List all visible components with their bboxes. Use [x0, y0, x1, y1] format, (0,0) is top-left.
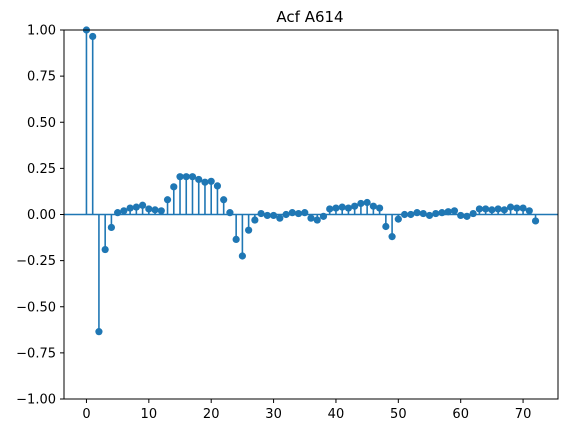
stem-marker [157, 207, 165, 215]
stem-marker [369, 202, 377, 210]
y-axis-ticks: 1.00 0.75 0.50 0.25 0.00 −0.25 −0.50 −0.75 −1.00 [16, 24, 64, 408]
stem-marker [506, 203, 515, 211]
stem-marker [126, 204, 134, 212]
stem-marker [394, 215, 402, 223]
stem-marker [432, 209, 440, 218]
stem-marker [207, 177, 215, 185]
stem-marker [107, 223, 116, 232]
y-tick-label: −0.75 [16, 346, 56, 361]
stem-marker [188, 173, 197, 181]
stem-marker [201, 178, 209, 186]
stem-marker [138, 201, 147, 209]
stem-marker [238, 252, 246, 260]
stem-marker [313, 216, 321, 224]
x-tick-label: 60 [452, 407, 469, 422]
stem-marker [407, 210, 415, 219]
stem-marker [376, 204, 384, 212]
x-tick-label: 50 [390, 407, 407, 422]
stem-marker [525, 207, 533, 215]
stem-marker [332, 204, 340, 212]
stem-marker [213, 182, 222, 190]
stem-marker [494, 205, 502, 213]
plot-area-frame [63, 29, 559, 400]
stem-marker [263, 211, 271, 220]
stem-marker [438, 209, 446, 217]
stem-marker [488, 206, 496, 214]
x-axis-ticks: 0 10 20 30 40 50 60 70 [82, 399, 531, 422]
y-tick-label: 1.00 [27, 24, 56, 39]
stem-marker [182, 173, 190, 181]
stem-marker [132, 203, 140, 211]
x-tick-label: 30 [265, 407, 282, 422]
stem-marker [344, 204, 353, 212]
stem-marker [120, 207, 128, 215]
stem-marker [519, 204, 527, 212]
stem-marker [257, 209, 265, 218]
stem-marker [351, 202, 359, 210]
y-tick-label: −1.00 [16, 393, 56, 408]
stem-marker [276, 214, 284, 222]
stem-marker [463, 212, 471, 220]
stem-marker [176, 173, 184, 181]
stem-marker [195, 175, 203, 184]
x-tick-label: 10 [141, 407, 158, 422]
stem-marker [457, 211, 465, 220]
stem-lines [85, 30, 537, 332]
stem-marker [425, 211, 434, 220]
stem-marker [151, 206, 159, 214]
stem-marker [388, 233, 396, 241]
stem-marker [326, 205, 334, 213]
stem-marker [444, 208, 452, 216]
stem-marker [170, 183, 178, 191]
stem-marker [413, 209, 421, 217]
stem-marker [89, 32, 97, 41]
stem-marker [500, 206, 508, 214]
stem-marker [226, 209, 234, 217]
stem-marker [513, 204, 521, 212]
y-tick-label: −0.25 [16, 254, 56, 269]
stem-marker [232, 235, 240, 244]
y-tick-label: −0.50 [16, 300, 56, 315]
stem-marker [301, 209, 309, 217]
stem-marker [95, 328, 103, 336]
stem-marker [294, 209, 303, 218]
stem-marker [245, 226, 253, 234]
stem-marker [531, 217, 540, 225]
stem-marker [357, 199, 365, 208]
chart-title: Acf A614 [276, 8, 343, 26]
stem-marker [269, 211, 278, 220]
stem-marker [382, 222, 390, 231]
x-tick-label: 0 [82, 407, 90, 422]
y-tick-label: 0.75 [27, 70, 56, 85]
stem-marker [319, 212, 328, 220]
y-tick-label: 0.25 [27, 162, 56, 177]
stem-marker [145, 205, 153, 213]
stem-marker [114, 209, 122, 217]
stem-marker [220, 196, 228, 204]
stem-marker [400, 210, 409, 219]
x-tick-label: 70 [515, 407, 532, 422]
stem-marker [475, 205, 484, 213]
stem-marker [419, 209, 427, 218]
stem-markers [82, 26, 540, 336]
stem-marker [163, 196, 172, 204]
stem-marker [251, 216, 259, 224]
x-tick-label: 20 [203, 407, 220, 422]
stem-marker [363, 198, 371, 207]
stem-marker [469, 209, 477, 218]
y-tick-label: 0.00 [27, 208, 56, 223]
stem-marker [282, 210, 290, 219]
stem-marker [450, 207, 459, 215]
stem-marker [338, 203, 346, 211]
stem-marker [482, 205, 490, 213]
stem-marker [101, 245, 109, 254]
x-tick-label: 40 [328, 407, 345, 422]
y-tick-label: 0.50 [27, 116, 56, 131]
stem-marker [307, 214, 315, 222]
stem-marker [288, 209, 296, 217]
